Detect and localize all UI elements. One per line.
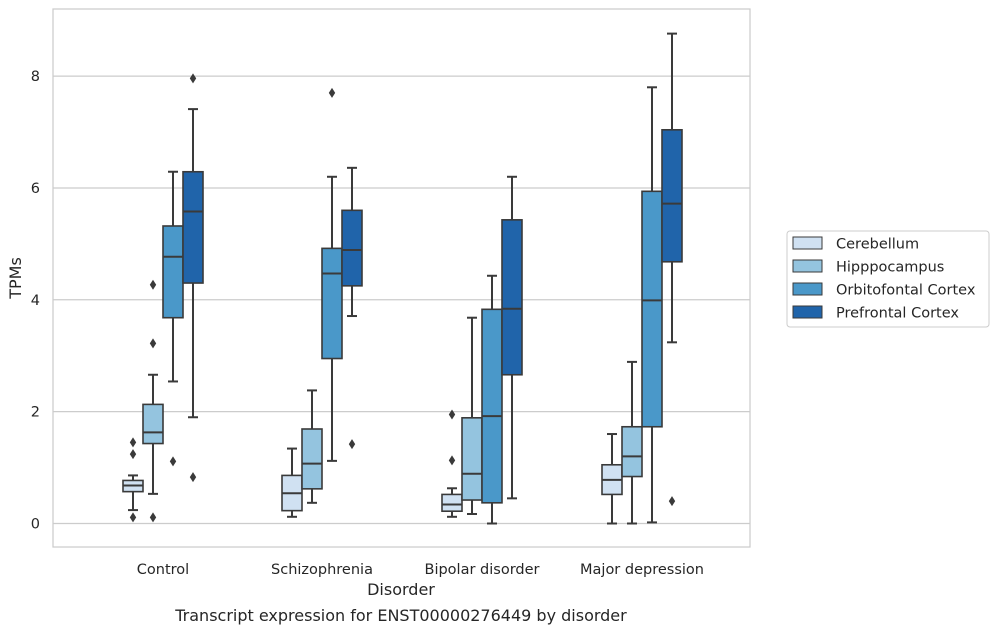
box-plot (641, 86, 663, 524)
x-tick-label: Control (137, 562, 189, 578)
outlier-point (448, 455, 456, 466)
box-plot (321, 87, 343, 462)
box-plot (341, 166, 363, 450)
plot-frame (52, 8, 751, 548)
iqr-box (441, 493, 463, 513)
box-plot (162, 170, 184, 467)
box-plot (501, 175, 523, 500)
legend-item: Cerebellum (792, 236, 919, 253)
legend-label: Hipppocampus (836, 260, 944, 276)
legend: Cerebellum Hipppocampus Orbitofontal Corte… (786, 230, 990, 328)
iqr-box (481, 308, 503, 504)
legend-items: Cerebellum Hipppocampus Orbitofontal Corte… (792, 236, 976, 322)
box-plot (661, 32, 683, 507)
box-plot (621, 360, 643, 525)
outlier-point (129, 512, 137, 523)
box-plot (481, 274, 503, 525)
y-tick-labels: 0 2 4 6 8 (31, 69, 40, 532)
series-cerebellum (122, 409, 623, 525)
legend-label: Prefrontal Cortex (836, 306, 959, 322)
outlier-point (189, 472, 197, 483)
box-series (122, 32, 683, 525)
legend-swatch (792, 305, 823, 319)
iqr-box (142, 403, 164, 445)
iqr-box (182, 170, 204, 284)
legend-item: Prefrontal Cortex (792, 305, 959, 322)
outlier-point (149, 338, 157, 349)
outlier-point (448, 409, 456, 420)
series-orbitofontal-cortex (162, 86, 663, 525)
legend-swatch (792, 259, 823, 273)
outlier-point (129, 437, 137, 448)
iqr-box (162, 225, 184, 319)
box-plot (142, 279, 164, 523)
iqr-box (461, 417, 483, 501)
legend-label: Cerebellum (836, 237, 919, 253)
x-tick-label: Schizophrenia (271, 562, 373, 578)
outlier-point (328, 87, 336, 98)
x-tick-label: Bipolar disorder (425, 562, 540, 578)
box-plot (301, 389, 323, 504)
outlier-point (149, 279, 157, 290)
box-plot (601, 433, 623, 525)
box-plot (441, 409, 463, 518)
outlier-point (149, 512, 157, 523)
box-plot (182, 73, 204, 483)
outlier-point (169, 456, 177, 467)
outlier-point (129, 449, 137, 460)
iqr-box (501, 219, 523, 376)
outlier-point (189, 73, 197, 84)
y-tick-label: 0 (31, 517, 40, 533)
outlier-point (668, 496, 676, 507)
y-tick-label: 2 (31, 405, 40, 421)
x-tick-label: Major depression (580, 562, 704, 578)
legend-swatch (792, 236, 823, 250)
chart-caption: Transcript expression for ENST0000027644… (174, 606, 627, 625)
iqr-box (661, 128, 683, 263)
legend-frame (786, 230, 990, 328)
y-tick-label: 4 (31, 293, 40, 309)
series-prefrontal-cortex (182, 32, 683, 507)
iqr-box (301, 428, 323, 490)
legend-label: Orbitofontal Cortex (836, 283, 976, 299)
x-tick-labels: Control Schizophrenia Bipolar disorder Majo… (137, 562, 704, 578)
iqr-box (341, 209, 363, 287)
legend-swatch (792, 282, 823, 296)
y-axis-title: TPMs (6, 257, 25, 300)
x-axis-title: Disorder (367, 580, 435, 599)
y-tick-label: 8 (31, 69, 40, 85)
legend-item: Orbitofontal Cortex (792, 282, 976, 299)
iqr-box (321, 247, 343, 360)
iqr-box (621, 425, 643, 478)
y-tick-label: 6 (31, 181, 40, 197)
box-plot (281, 447, 303, 518)
legend-item: Hipppocampus (792, 259, 944, 276)
iqr-box (641, 190, 663, 428)
outlier-point (348, 439, 356, 450)
box-plot (122, 437, 144, 523)
series-hipppocampus (142, 279, 643, 525)
